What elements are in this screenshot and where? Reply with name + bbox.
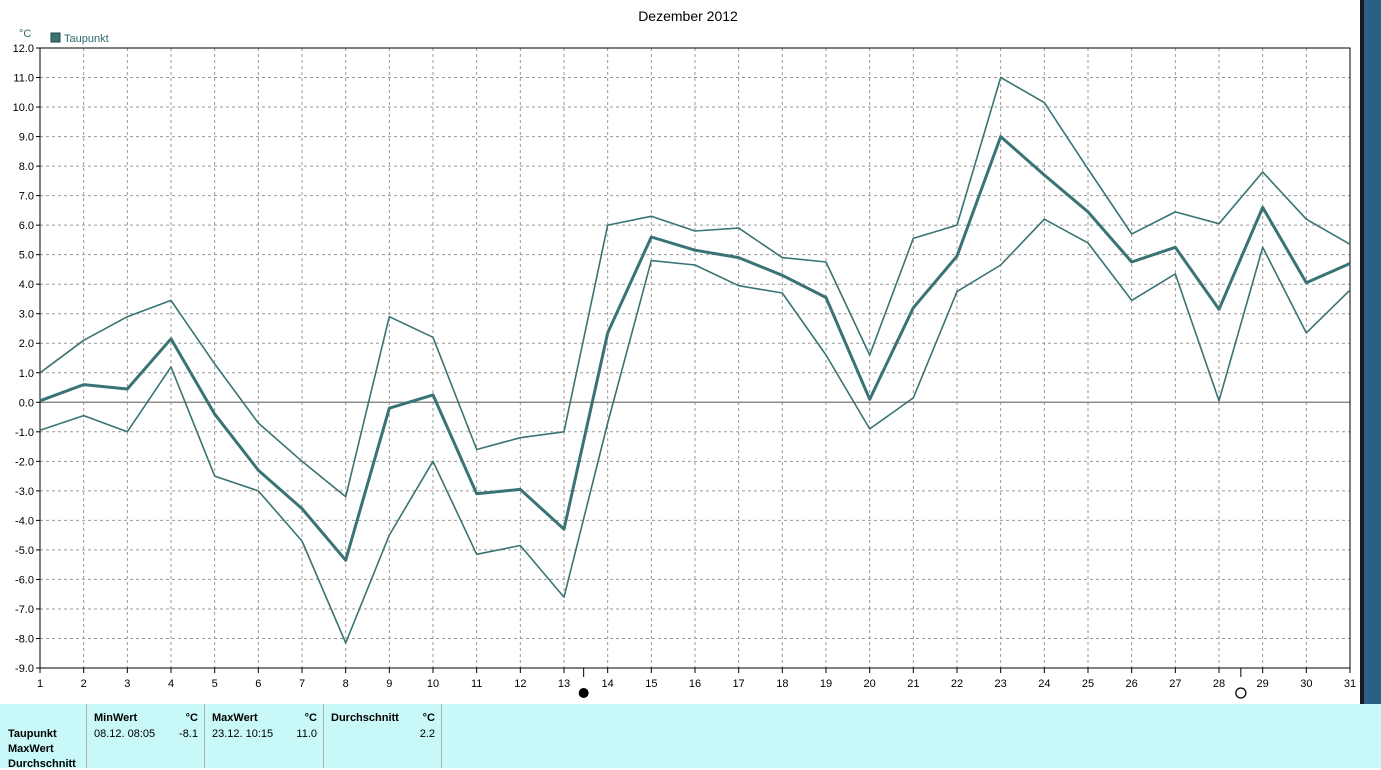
chart-title: Dezember 2012 (638, 8, 738, 24)
x-tick-label: 9 (386, 678, 392, 690)
y-tick-label: 4.0 (19, 279, 34, 291)
x-tick-label: 18 (776, 678, 788, 690)
y-tick-label: 7.0 (19, 191, 34, 203)
legend-label-taupunkt: Taupunkt (64, 33, 109, 45)
min-unit: °C (185, 712, 198, 724)
avg-value: 2.2 (419, 728, 435, 740)
x-tick-label: 31 (1344, 678, 1356, 690)
min-datetime: 08.12. 08:05 (94, 728, 156, 740)
y-tick-label: 8.0 (19, 161, 34, 173)
max-header: MaxWert (212, 712, 258, 724)
x-tick-label: 11 (471, 678, 482, 690)
x-tick-label: 6 (255, 678, 261, 690)
y-tick-label: -4.0 (15, 515, 34, 527)
x-tick-label: 2 (81, 678, 87, 690)
x-tick-label: 30 (1300, 678, 1312, 690)
max-value: 11.0 (296, 728, 317, 740)
x-tick-label: 23 (995, 678, 1007, 690)
moon-markers (578, 668, 1247, 699)
max-column: MaxWert °C 23.12. 10:15 11.0 (205, 704, 323, 768)
avg-unit: °C (422, 712, 435, 724)
x-tick-label: 22 (951, 678, 963, 690)
x-tick-label: 26 (1126, 678, 1138, 690)
x-tick-label: 12 (514, 678, 526, 690)
y-tick-label: 2.0 (19, 338, 34, 350)
row-label-taupunkt: Taupunkt (8, 728, 57, 740)
y-tick-label: 0.0 (19, 397, 34, 409)
x-tick-label: 24 (1038, 678, 1050, 690)
row-label-maxwert: MaxWert (8, 743, 54, 755)
x-tick-label: 5 (212, 678, 218, 690)
x-tick-label: 16 (689, 678, 701, 690)
x-tick-label: 4 (168, 678, 174, 690)
min-value: -8.1 (179, 728, 198, 740)
x-tick-label: 7 (299, 678, 305, 690)
x-tick-label: 3 (124, 678, 130, 690)
legend-swatch (50, 32, 61, 43)
y-tick-label: 1.0 (19, 368, 34, 380)
y-tick-label: -9.0 (15, 663, 34, 675)
x-tick-label: 20 (864, 678, 876, 690)
min-column: MinWert °C 08.12. 08:05 -8.1 (87, 704, 204, 768)
y-tick-label: -7.0 (15, 604, 34, 616)
series-line-min (39, 218, 1351, 644)
x-tick-label: 15 (645, 678, 657, 690)
x-tick-label: 17 (733, 678, 745, 690)
y-tick-label: -6.0 (15, 574, 34, 586)
x-tick-label: 10 (427, 678, 439, 690)
x-tick-label: 27 (1169, 678, 1181, 690)
x-tick-label: 25 (1082, 678, 1094, 690)
x-tick-label: 14 (602, 678, 614, 690)
y-tick-label: -8.0 (15, 633, 34, 645)
x-tick-label: 29 (1257, 678, 1269, 690)
row-label-column: Taupunkt MaxWert Durchschnitt (0, 704, 86, 770)
y-unit-label: °C (19, 28, 31, 40)
y-tick-label: 12.0 (13, 43, 34, 55)
series-lines (39, 76, 1351, 644)
x-tick-label: 19 (820, 678, 832, 690)
y-tick-label: 5.0 (19, 250, 34, 262)
y-tick-label: 10.0 (13, 102, 34, 114)
y-tick-label: 6.0 (19, 220, 34, 232)
min-header: MinWert (94, 712, 138, 724)
max-unit: °C (304, 712, 317, 724)
x-tick-label: 1 (37, 678, 43, 690)
stats-footer: Taupunkt MaxWert Durchschnitt MinWert °C… (0, 704, 1381, 770)
new-moon-icon (578, 688, 589, 698)
series-line-max (39, 76, 1351, 498)
window-edge (1360, 0, 1381, 768)
x-tick-label: 28 (1213, 678, 1225, 690)
avg-header: Durchschnitt (331, 712, 399, 724)
y-tick-label: -5.0 (15, 545, 34, 557)
dewpoint-chart: Dezember 2012 °C Taupunkt 12.011.010.09.… (13, 8, 1357, 699)
y-tick-label: -3.0 (15, 486, 34, 498)
series-line-avg (39, 135, 1351, 562)
x-tick-label: 21 (907, 678, 919, 690)
grid (40, 48, 1350, 668)
y-tick-label: 11.0 (13, 73, 34, 85)
axes: 12.0 11.0 10.0 9.0 8.0 7.0 6.0 5.0 4.0 3.0 2.0 1.0 0… (13, 43, 1357, 690)
y-tick-label: 3.0 (19, 309, 34, 321)
x-tick-label: 8 (343, 678, 349, 690)
max-datetime: 23.12. 10:15 (212, 728, 274, 740)
y-tick-label: 9.0 (19, 132, 34, 144)
full-moon-icon (1235, 687, 1247, 699)
y-tick-label: -2.0 (15, 456, 34, 468)
row-label-durchschnitt: Durchschnitt (8, 758, 76, 770)
x-tick-label: 13 (558, 678, 570, 690)
avg-column: Durchschnitt °C 2.2 (324, 704, 441, 768)
y-tick-label: -1.0 (15, 427, 34, 439)
